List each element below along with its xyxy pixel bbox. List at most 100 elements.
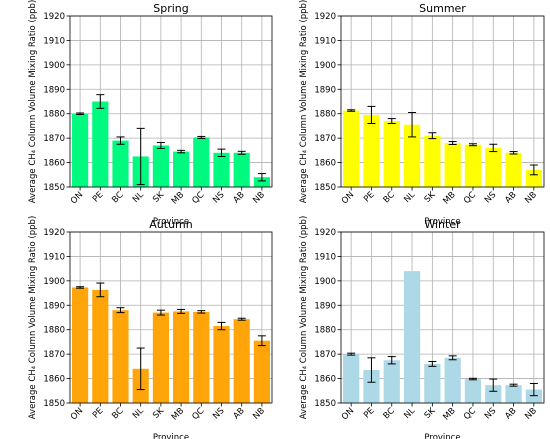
y-tick-label: 1920	[314, 228, 336, 238]
x-tick-label: AB	[503, 406, 518, 421]
y-axis-label: Average CH₄ Column Volume Mixing Ratio (…	[299, 0, 309, 203]
bar-qc	[193, 137, 210, 187]
y-tick-label: 1910	[314, 252, 336, 262]
y-tick-label: 1890	[43, 85, 65, 95]
bar-nb	[525, 389, 542, 403]
y-tick-label: 1910	[43, 252, 65, 262]
bar-ab	[505, 385, 522, 403]
bar-ns	[485, 147, 502, 187]
y-tick-label: 1850	[43, 399, 65, 409]
bar-mb	[444, 143, 461, 187]
x-tick-label: NB	[523, 406, 539, 422]
x-tick-label: ON	[340, 406, 356, 422]
bar-sk	[424, 363, 441, 403]
error-bar-ab	[509, 151, 518, 155]
x-tick-label: SK	[151, 190, 166, 205]
error-bar-nb	[529, 164, 538, 176]
bar-on	[72, 287, 89, 403]
y-tick-label: 1900	[314, 61, 336, 71]
subplot-summer: 1850 1860 1870 1880 1890 1900 1910 1920 ON PE BC NL…	[299, 0, 545, 227]
error-bar-nl	[408, 111, 417, 138]
error-bar-nl	[136, 347, 145, 391]
error-bar-bc	[116, 307, 125, 314]
y-tick-label: 1870	[43, 134, 65, 144]
bar-ab	[233, 152, 250, 187]
x-tick-label: SK	[423, 406, 438, 421]
error-bar-nb	[529, 382, 538, 397]
y-tick-label: 1920	[43, 12, 65, 22]
y-tick-label: 1860	[43, 159, 65, 169]
bar-nb	[253, 177, 270, 187]
subplot-spring: 1850 1860 1870 1880 1890 1900 1910 1920 ON PE BC NL…	[28, 0, 273, 227]
x-tick-label: AB	[232, 406, 247, 421]
bar-mb	[173, 151, 190, 187]
x-tick-label: BC	[110, 406, 125, 421]
x-tick-label: MB	[170, 190, 186, 206]
y-tick-label: 1890	[314, 85, 336, 95]
bar-ab	[505, 152, 522, 187]
x-tick-label: ON	[69, 190, 85, 206]
bar-sk	[424, 135, 441, 187]
error-bar-qc	[197, 310, 206, 314]
x-tick-label: MB	[170, 406, 186, 422]
error-bar-sk	[428, 360, 437, 367]
x-tick-label: QC	[190, 190, 206, 206]
y-axis-label: Average CH₄ Column Volume Mixing Ratio (…	[299, 216, 309, 420]
subplot-title: Summer	[419, 2, 466, 15]
y-tick-label: 1910	[314, 36, 336, 46]
bar-pe	[363, 114, 380, 187]
error-bar-qc	[468, 143, 477, 147]
error-bar-qc	[197, 135, 206, 139]
y-tick-label: 1900	[43, 277, 65, 287]
y-tick-label: 1890	[314, 301, 336, 311]
axes-frame	[340, 231, 545, 404]
bar-qc	[464, 379, 482, 403]
y-tick-label: 1860	[314, 159, 336, 169]
y-tick-label: 1900	[43, 61, 65, 71]
error-bar-bc	[387, 118, 396, 124]
error-bar-nl	[136, 127, 145, 186]
bar-sk	[152, 145, 169, 187]
x-tick-label: QC	[190, 406, 206, 422]
bar-pe	[92, 101, 109, 187]
subplot-autumn: 1850 1860 1870 1880 1890 1900 1910 1920 ON PE BC NL…	[28, 216, 273, 439]
subplot-title: Autumn	[149, 218, 192, 231]
error-bar-pe	[367, 357, 376, 383]
x-tick-label: AB	[232, 190, 247, 205]
error-bar-ns	[489, 378, 498, 392]
bar-bc	[112, 310, 129, 403]
y-tick-label: 1880	[43, 326, 65, 336]
x-tick-label: PE	[362, 406, 376, 420]
error-bar-sk	[156, 142, 165, 149]
error-bar-on	[347, 109, 356, 112]
error-bar-bc	[116, 136, 125, 145]
error-bar-ab	[237, 317, 246, 321]
y-tick-label: 1880	[314, 326, 336, 336]
y-tick-label: 1870	[43, 350, 65, 360]
x-axis-label: Province	[153, 217, 189, 227]
y-axis-label: Average CH₄ Column Volume Mixing Ratio (…	[28, 216, 38, 420]
bar-on	[343, 354, 360, 403]
error-bar-ns	[217, 321, 226, 331]
bar-ns	[213, 152, 230, 187]
subplot-title: Winter	[424, 218, 461, 231]
y-tick-label: 1890	[43, 301, 65, 311]
error-bar-ab	[237, 150, 246, 155]
bar-ab	[233, 319, 250, 403]
x-tick-label: NS	[483, 190, 498, 205]
error-bar-on	[347, 352, 356, 356]
y-tick-label: 1850	[43, 183, 65, 193]
error-bar-ab	[509, 383, 518, 387]
y-tick-label: 1910	[43, 36, 65, 46]
x-tick-label: BC	[382, 406, 397, 421]
x-tick-label: PE	[91, 406, 105, 420]
bar-qc	[193, 311, 210, 403]
x-tick-label: SK	[423, 190, 438, 205]
x-tick-label: NL	[131, 190, 146, 205]
bar-mb	[444, 357, 461, 403]
bar-nl	[403, 271, 421, 403]
bar-mb	[173, 311, 190, 403]
x-tick-label: PE	[362, 190, 376, 204]
x-tick-label: PE	[91, 190, 105, 204]
